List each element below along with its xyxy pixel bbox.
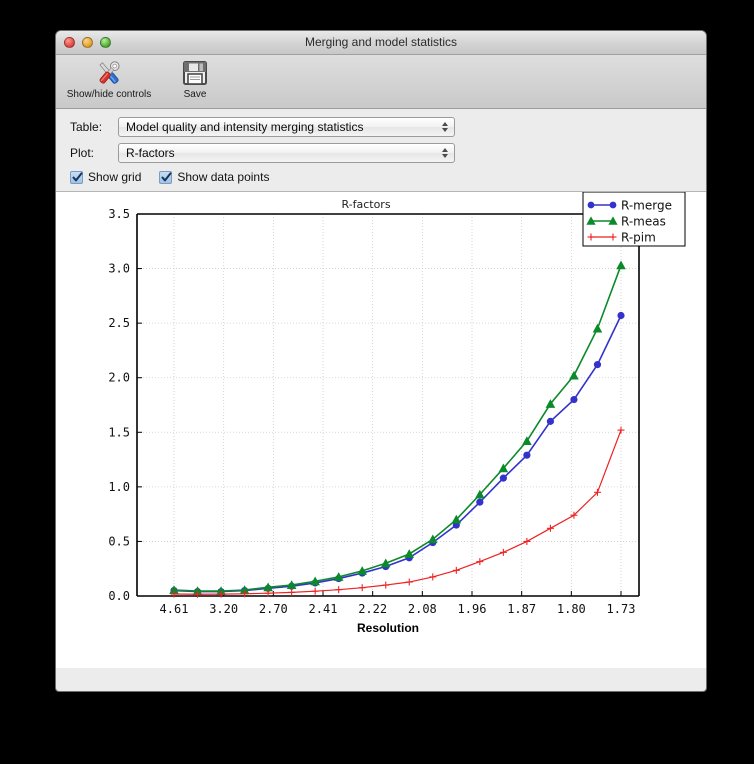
plot-select-value: R-factors [126, 146, 175, 160]
show-hide-controls-label: Show/hide controls [66, 89, 152, 100]
x-tick-label: 1.80 [557, 602, 586, 616]
stepper-arrows-icon [442, 148, 448, 158]
stepper-arrows-icon [442, 122, 448, 132]
floppy-disk-icon [180, 58, 210, 88]
checkbox-row: Show grid Show data points [70, 170, 692, 184]
x-tick-label: 2.41 [309, 602, 338, 616]
x-axis-label: Resolution [357, 621, 419, 635]
legend-label: R-pim [621, 231, 656, 245]
x-tick-label: 3.20 [209, 602, 238, 616]
x-tick-label: 4.61 [160, 602, 189, 616]
checkmark-icon [70, 170, 83, 184]
show-data-points-checkbox[interactable]: Show data points [159, 170, 269, 184]
checkmark-icon [159, 170, 173, 184]
minimize-button-icon[interactable] [82, 37, 93, 48]
chart-legend: R-merge R-meas R-pim [582, 192, 686, 247]
y-tick-label: 2.5 [108, 316, 130, 330]
show-grid-checkbox[interactable]: Show grid [70, 170, 141, 184]
x-tick-label: 2.70 [259, 602, 288, 616]
app-window: Merging and model statistics [55, 30, 707, 692]
window-titlebar[interactable]: Merging and model statistics [56, 31, 706, 55]
x-tick-label: 2.08 [408, 602, 437, 616]
y-tick-label: 3.0 [108, 262, 130, 276]
show-grid-label: Show grid [88, 170, 142, 184]
show-data-points-label: Show data points [177, 170, 270, 184]
zoom-button-icon[interactable] [100, 37, 111, 48]
show-hide-controls-button[interactable]: Show/hide controls [67, 58, 151, 100]
save-label: Save [183, 89, 207, 100]
x-tick-label: 2.22 [358, 602, 387, 616]
traffic-lights [64, 37, 111, 48]
series-R-meas [169, 260, 626, 596]
window-title: Merging and model statistics [304, 35, 458, 49]
y-tick-label: 2.0 [108, 371, 130, 385]
x-tick-label: 1.96 [458, 602, 487, 616]
y-tick-label: 0.5 [108, 534, 130, 548]
close-button-icon[interactable] [64, 37, 75, 48]
x-tick-label: 1.73 [607, 602, 636, 616]
r-factors-chart: R-factors 0.0 0.5 1.0 1.5 2.0 2.5 3.0 3.5 4.61 3.2… [108, 192, 686, 635]
plot-area: R-factors 0.0 0.5 1.0 1.5 2.0 2.5 3.0 3.5 4.61 3.2… [56, 192, 706, 668]
y-tick-label: 1.5 [108, 425, 130, 439]
table-row: Table: Model quality and intensity mergi… [70, 117, 692, 137]
chart-title: R-factors [341, 198, 390, 211]
toolbar: Show/hide controls Save [56, 55, 706, 109]
plot-label: Plot: [70, 146, 95, 160]
plot-row: Plot: R-factors [70, 143, 692, 163]
plot-select[interactable]: R-factors [118, 143, 455, 163]
legend-label: R-meas [621, 215, 666, 229]
controls-panel: Table: Model quality and intensity mergi… [56, 109, 706, 192]
x-tick-label: 1.87 [507, 602, 536, 616]
table-select[interactable]: Model quality and intensity merging stat… [118, 117, 455, 137]
y-tick-label: 3.5 [108, 207, 130, 221]
series-R-pim [170, 426, 625, 598]
legend-label: R-merge [621, 199, 672, 213]
save-button[interactable]: Save [160, 58, 230, 100]
tools-icon [92, 58, 126, 88]
table-label: Table: [70, 120, 103, 134]
y-tick-label: 0.0 [108, 589, 130, 603]
table-select-value: Model quality and intensity merging stat… [126, 120, 364, 134]
series-R-merge [170, 311, 625, 596]
y-tick-label: 1.0 [108, 480, 130, 494]
